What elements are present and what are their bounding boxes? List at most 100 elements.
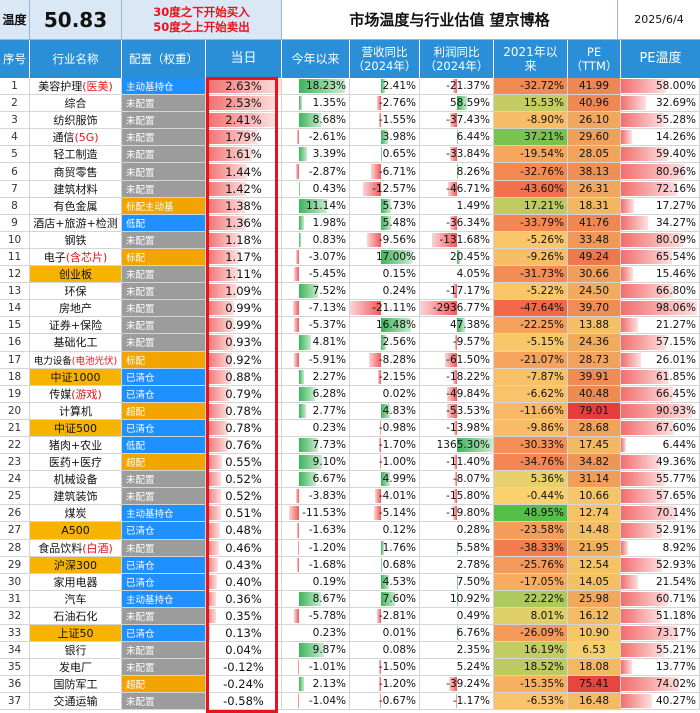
revenue-yoy-value: -21.11% [372, 302, 416, 315]
table-row: 13 环保 未配置 1.09% 7.52% 0.24% -17.17% -5.22% 24.50… [0, 283, 700, 301]
industry-name-text: 沪深300 [54, 558, 97, 572]
industry-name: 上证50 [30, 625, 122, 642]
today-change: 0.99% [206, 300, 282, 317]
profit-yoy: 20.45% [420, 248, 494, 266]
ytd-change-value: 9.10% [312, 456, 346, 469]
pe-temperature-bar [621, 267, 634, 282]
row-index: 8 [0, 197, 30, 214]
revenue-yoy: -5.14% [350, 505, 420, 522]
revenue-yoy-value: 2.41% [382, 80, 416, 93]
profit-yoy-value: 7.50% [456, 575, 490, 588]
industry-name-text: 猪肉+农业 [48, 439, 103, 453]
ytd-change-bar [298, 147, 308, 162]
ytd-change-bar [293, 608, 299, 623]
industry-name: 中证1000 [30, 368, 122, 385]
today-change-bar [206, 437, 228, 453]
since-2021: -38.33% [494, 539, 568, 556]
ytd-change-value: -1.68% [308, 558, 346, 571]
profit-yoy: -8.07% [420, 471, 494, 488]
ytd-change: -1.04% [282, 693, 350, 710]
ytd-change-value: -2.61% [308, 131, 346, 144]
today-change: 1.38% [206, 197, 282, 214]
table-row: 18 中证1000 已清仓 0.88% 2.27% -2.15% -18.22% -7.87%… [0, 368, 700, 386]
since-2021: -5.26% [494, 231, 568, 248]
table-row: 22 猪肉+农业 低配 0.76% 7.73% -1.70% 1365.30% -30.33%… [0, 436, 700, 455]
profit-yoy-bar [456, 626, 458, 641]
ytd-change-value: 2.77% [312, 404, 346, 417]
revenue-yoy: 5.48% [350, 214, 420, 231]
revenue-yoy-bar [381, 198, 392, 213]
table-row: 32 石油石化 未配置 0.35% -5.78% -2.81% 0.49% 8.01% 16.1… [0, 607, 700, 625]
profit-yoy-bar [456, 130, 458, 145]
pe-temperature-value: 55.77% [655, 473, 696, 486]
pe-temperature: 21.27% [621, 317, 700, 334]
profit-yoy-value: -8.07% [452, 473, 490, 486]
ytd-change-bar [293, 352, 299, 367]
config-badge: 低配 [122, 436, 206, 454]
ytd-change-value: -11.53% [302, 507, 346, 520]
pe-ttm: 12.54 [568, 556, 621, 573]
since-2021: -43.60% [494, 180, 568, 197]
pe-temperature-bar [621, 591, 669, 606]
pe-temperature: 52.93% [621, 556, 700, 573]
pe-temperature: 57.65% [621, 488, 700, 505]
ytd-change: 3.39% [282, 146, 350, 163]
ytd-change-bar [297, 694, 299, 709]
revenue-yoy-value: -6.71% [378, 165, 416, 178]
ytd-change-bar [298, 386, 315, 401]
industry-name-text: 煤炭 [64, 507, 87, 521]
pe-temperature: 58.00% [621, 78, 700, 95]
industry-name-text: 电力设备 [33, 355, 72, 367]
revenue-yoy-bar [381, 540, 385, 555]
pe-temperature: 74.02% [621, 676, 700, 693]
pe-temperature-value: 51.18% [655, 609, 696, 622]
pe-temperature-bar [621, 96, 647, 111]
profit-yoy: -36.34% [420, 214, 494, 231]
since-2021: -11.66% [494, 402, 568, 419]
today-change-value: -0.58% [223, 694, 264, 709]
profit-yoy-value: 0.49% [456, 609, 490, 622]
revenue-yoy: -1.00% [350, 454, 420, 471]
pe-temperature-bar [621, 79, 667, 94]
revenue-yoy-bar [380, 694, 382, 709]
revenue-yoy-bar [381, 147, 383, 162]
rule-buy: 30度之下开始买入 [153, 4, 250, 19]
ytd-change-value: -1.04% [308, 695, 346, 708]
industry-name: 建筑材料 [30, 180, 122, 197]
today-change-value: 0.36% [225, 591, 262, 606]
revenue-yoy: 0.65% [350, 146, 420, 163]
revenue-yoy: 7.60% [350, 590, 420, 607]
since-2021: -17.05% [494, 573, 568, 590]
pe-temperature-value: 80.96% [655, 165, 696, 178]
config-badge: 未配置 [122, 112, 206, 129]
pe-temperature-value: 49.36% [655, 456, 696, 469]
profit-yoy-value: 47.38% [449, 319, 490, 332]
revenue-yoy-value: -2.15% [378, 370, 416, 383]
ytd-change-value: -5.45% [308, 268, 346, 281]
ytd-change-bar [296, 249, 299, 265]
pe-temperature-bar [621, 574, 638, 589]
ytd-change-bar [297, 660, 299, 675]
since-2021: -9.86% [494, 419, 568, 436]
revenue-yoy-value: -1.20% [378, 678, 416, 691]
pe-temperature-value: 67.60% [655, 421, 696, 434]
row-index: 31 [0, 590, 30, 607]
pe-temperature: 55.28% [621, 112, 700, 129]
industry-name: 机械设备 [30, 471, 122, 488]
industry-name-text: 美容护理 [38, 80, 83, 94]
revenue-yoy: -8.28% [350, 351, 420, 368]
industry-name-text: 汽车 [64, 592, 87, 606]
row-index: 24 [0, 471, 30, 488]
today-change: 1.42% [206, 180, 282, 197]
pe-temperature-bar [621, 694, 653, 709]
pe-ttm: 18.31 [568, 197, 621, 214]
pe-temperature-bar [621, 626, 679, 641]
ytd-change-bar [298, 591, 321, 606]
pe-temperature: 80.09% [621, 231, 700, 248]
config-badge: 未配置 [122, 129, 206, 146]
profit-yoy-value: 2.35% [456, 644, 490, 657]
pe-temperature-value: 17.27% [655, 199, 696, 212]
temp-value-cell: 50.83 [30, 0, 122, 40]
industry-name: 国防军工 [30, 676, 122, 693]
config-badge: 未配置 [122, 659, 206, 676]
